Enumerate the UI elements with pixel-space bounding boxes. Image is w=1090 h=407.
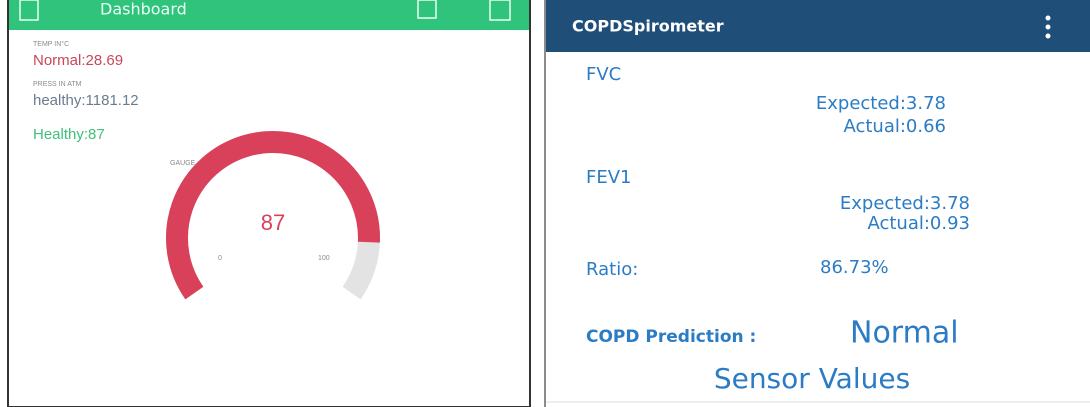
footer: Sensor Values bbox=[714, 362, 910, 395]
prediction-label: COPD Prediction : bbox=[586, 327, 756, 347]
prediction-value: Normal bbox=[850, 316, 959, 351]
fvc-title: FVC bbox=[586, 64, 621, 85]
fvc-expected: Expected:3.78 bbox=[816, 93, 946, 114]
gauge-value: 87 bbox=[261, 210, 285, 235]
fev1-title: FEV1 bbox=[586, 167, 632, 188]
status-value: Healthy:87 bbox=[33, 126, 105, 143]
dot bbox=[1046, 34, 1051, 39]
app-title: COPDSpirometer bbox=[572, 17, 724, 36]
header-title: Dashboard bbox=[100, 0, 187, 19]
fvc-actual: Actual:0.66 bbox=[843, 116, 946, 137]
ratio-value: 86.73% bbox=[820, 257, 889, 278]
fev1-expected: Expected:3.78 bbox=[840, 193, 970, 214]
dot bbox=[1046, 25, 1051, 30]
ratio-label: Ratio: bbox=[586, 259, 638, 280]
press-label: PRESS IN ATM bbox=[33, 81, 82, 88]
overflow-menu[interactable] bbox=[1046, 16, 1051, 39]
gauge-min: 0 bbox=[218, 255, 222, 262]
temp-label: TEMP IN°C bbox=[33, 40, 69, 48]
gauge-max: 100 bbox=[318, 255, 330, 262]
dot bbox=[1046, 16, 1051, 21]
fev1-actual: Actual:0.93 bbox=[867, 213, 970, 234]
left-header bbox=[9, 0, 529, 30]
press-value: healthy:1181.12 bbox=[33, 92, 139, 109]
screen: Dashboard TEMP IN°C Normal:28.69 PRESS I… bbox=[0, 0, 1090, 407]
temp-value: Normal:28.69 bbox=[33, 52, 123, 69]
gauge-label: GAUGE bbox=[170, 160, 196, 167]
page: Dashboard TEMP IN°C Normal:28.69 PRESS I… bbox=[0, 0, 1090, 407]
